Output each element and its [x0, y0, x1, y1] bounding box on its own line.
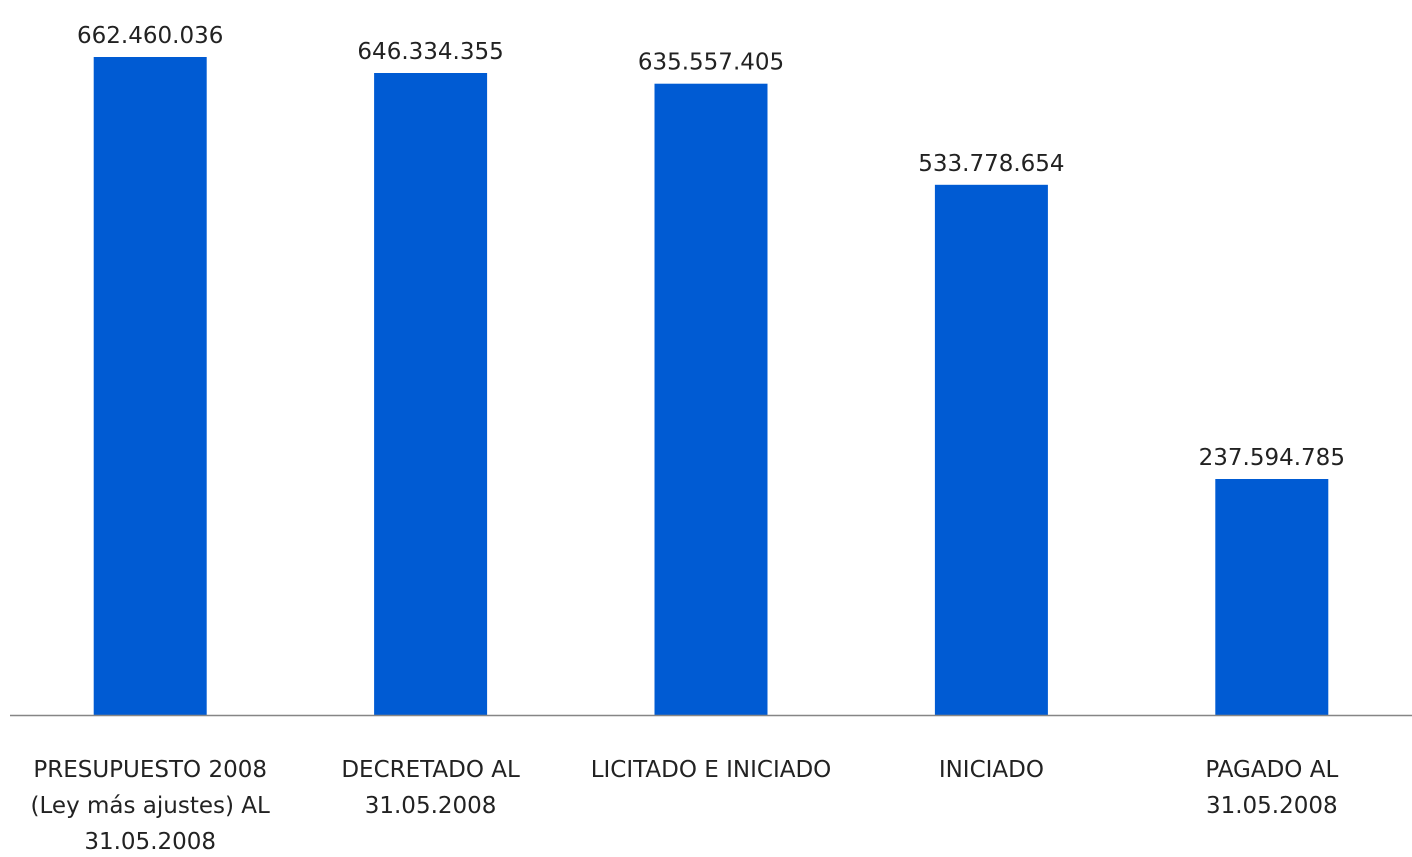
category-label-line: 31.05.2008 [84, 829, 216, 855]
category-label-line: PRESUPUESTO 2008 [33, 757, 267, 783]
data-label-5: 237.594.785 [1199, 445, 1345, 471]
data-label-4: 533.778.654 [918, 151, 1064, 177]
category-labels-group: PRESUPUESTO 2008 (Ley más ajustes) AL 31.0… [31, 757, 1339, 855]
category-label-line: 31.05.2008 [365, 793, 497, 819]
data-label-2: 646.334.355 [357, 39, 503, 65]
bar-3 [654, 83, 768, 715]
category-label-4: INICIADO [939, 757, 1044, 783]
data-label-3: 635.557.405 [638, 50, 784, 76]
category-label-line: (Ley más ajustes) AL [31, 793, 270, 819]
bar-2 [374, 73, 488, 715]
category-label-1: PRESUPUESTO 2008 (Ley más ajustes) AL 31.0… [31, 757, 270, 855]
category-label-line: DECRETADO AL [341, 757, 520, 783]
category-label-3: LICITADO E INICIADO [591, 757, 832, 783]
category-label-line: 31.05.2008 [1206, 793, 1338, 819]
category-label-line: PAGADO AL [1205, 757, 1338, 783]
bar-1 [93, 57, 207, 715]
category-label-5: PAGADO AL 31.05.2008 [1205, 757, 1338, 819]
category-label-line: LICITADO E INICIADO [591, 757, 832, 783]
category-label-2: DECRETADO AL 31.05.2008 [341, 757, 520, 819]
bar-5 [1215, 479, 1329, 715]
bar-4 [934, 184, 1048, 716]
category-label-line: INICIADO [939, 757, 1044, 783]
bars-group [93, 57, 1329, 716]
data-label-1: 662.460.036 [77, 23, 223, 49]
data-labels-group: 662.460.036 646.334.355 635.557.405 533.778… [77, 23, 1345, 471]
